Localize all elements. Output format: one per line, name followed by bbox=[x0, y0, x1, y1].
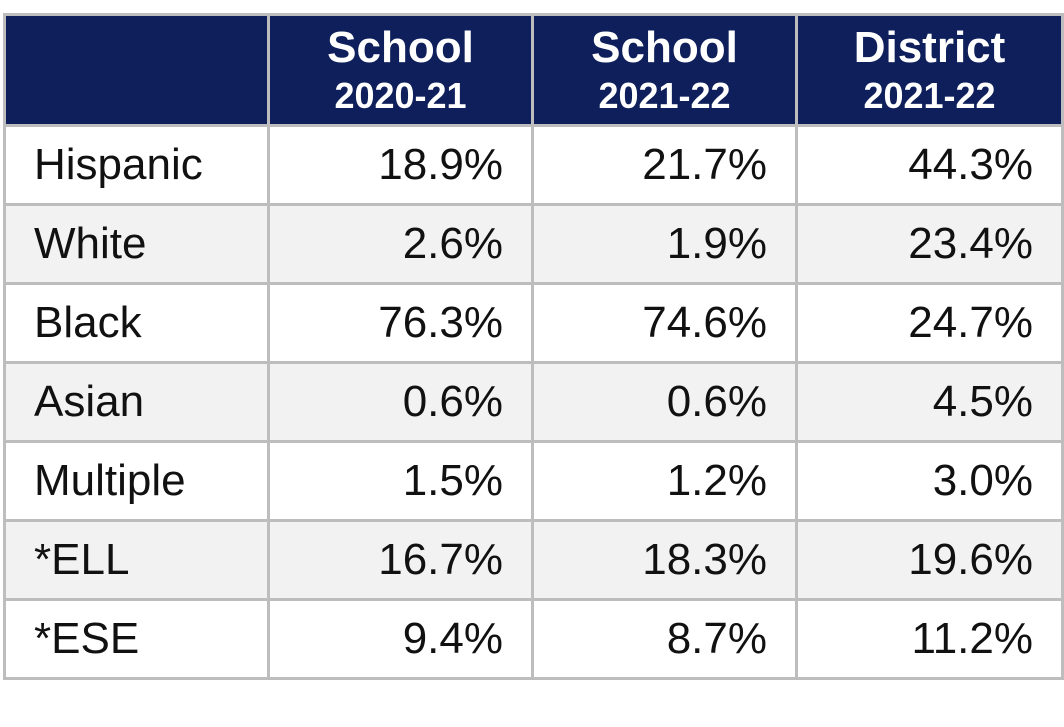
cell-value: 18.3% bbox=[531, 519, 798, 601]
cell-value: 1.2% bbox=[531, 440, 798, 522]
cell-value: 0.6% bbox=[267, 361, 534, 443]
column-period: 2021-22 bbox=[863, 75, 996, 117]
row-label: Asian bbox=[3, 361, 270, 443]
header-row: School 2020-21 School 2021-22 District 2021-2… bbox=[3, 13, 1064, 127]
cell-value: 24.7% bbox=[795, 282, 1064, 364]
table-body: Hispanic 18.9% 21.7% 44.3% White 2.6% 1.9% 23.4… bbox=[3, 124, 1064, 680]
corner-cell bbox=[3, 13, 270, 127]
cell-value: 44.3% bbox=[795, 124, 1064, 206]
cell-value: 1.5% bbox=[267, 440, 534, 522]
row-label: Black bbox=[3, 282, 270, 364]
cell-value: 3.0% bbox=[795, 440, 1064, 522]
table-row: Asian 0.6% 0.6% 4.5% bbox=[3, 361, 1064, 443]
cell-value: 19.6% bbox=[795, 519, 1064, 601]
row-label: *ESE bbox=[3, 598, 270, 680]
cell-value: 21.7% bbox=[531, 124, 798, 206]
cell-value: 9.4% bbox=[267, 598, 534, 680]
cell-value: 18.9% bbox=[267, 124, 534, 206]
cell-value: 11.2% bbox=[795, 598, 1064, 680]
row-label: White bbox=[3, 203, 270, 285]
column-title: School bbox=[327, 23, 474, 72]
cell-value: 76.3% bbox=[267, 282, 534, 364]
row-label: Hispanic bbox=[3, 124, 270, 206]
row-label: Multiple bbox=[3, 440, 270, 522]
table-row: White 2.6% 1.9% 23.4% bbox=[3, 203, 1064, 285]
cell-value: 74.6% bbox=[531, 282, 798, 364]
table-row: *ELL 16.7% 18.3% 19.6% bbox=[3, 519, 1064, 601]
column-title: District bbox=[853, 23, 1006, 72]
column-title: School bbox=[591, 23, 738, 72]
table-row: Hispanic 18.9% 21.7% 44.3% bbox=[3, 124, 1064, 206]
column-header: School 2021-22 bbox=[531, 13, 798, 127]
demographics-table: School 2020-21 School 2021-22 District 2021-2… bbox=[3, 13, 1064, 680]
column-header: School 2020-21 bbox=[267, 13, 534, 127]
cell-value: 0.6% bbox=[531, 361, 798, 443]
cell-value: 23.4% bbox=[795, 203, 1064, 285]
cell-value: 1.9% bbox=[531, 203, 798, 285]
table-header: School 2020-21 School 2021-22 District 2021-2… bbox=[3, 13, 1064, 127]
table-row: *ESE 9.4% 8.7% 11.2% bbox=[3, 598, 1064, 680]
row-label: *ELL bbox=[3, 519, 270, 601]
column-period: 2021-22 bbox=[598, 75, 731, 117]
cell-value: 16.7% bbox=[267, 519, 534, 601]
column-period: 2020-21 bbox=[334, 75, 467, 117]
table-row: Black 76.3% 74.6% 24.7% bbox=[3, 282, 1064, 364]
column-header: District 2021-22 bbox=[795, 13, 1064, 127]
table-row: Multiple 1.5% 1.2% 3.0% bbox=[3, 440, 1064, 522]
cell-value: 2.6% bbox=[267, 203, 534, 285]
cell-value: 8.7% bbox=[531, 598, 798, 680]
cell-value: 4.5% bbox=[795, 361, 1064, 443]
